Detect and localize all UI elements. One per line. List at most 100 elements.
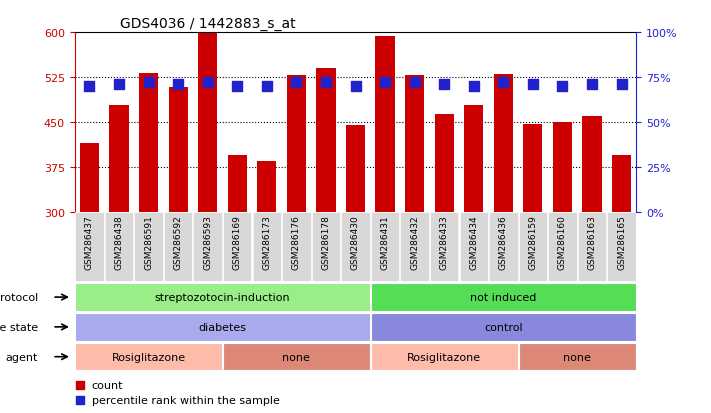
FancyBboxPatch shape xyxy=(282,213,311,282)
Point xyxy=(498,80,509,87)
Point xyxy=(401,302,412,309)
Bar xyxy=(257,161,277,212)
Text: GSM286169: GSM286169 xyxy=(232,215,242,270)
FancyBboxPatch shape xyxy=(193,213,222,282)
FancyBboxPatch shape xyxy=(164,213,192,282)
Text: GSM286163: GSM286163 xyxy=(587,215,597,270)
Text: GSM286593: GSM286593 xyxy=(203,215,212,270)
Text: GSM286436: GSM286436 xyxy=(499,215,508,270)
Text: GSM286434: GSM286434 xyxy=(469,215,479,270)
Bar xyxy=(434,115,454,212)
Text: GSM286430: GSM286430 xyxy=(351,215,360,270)
Text: streptozotocin-induction: streptozotocin-induction xyxy=(155,292,290,302)
Text: GDS4036 / 1442883_s_at: GDS4036 / 1442883_s_at xyxy=(119,17,295,31)
FancyBboxPatch shape xyxy=(607,213,636,282)
FancyBboxPatch shape xyxy=(223,213,252,282)
Text: none: none xyxy=(563,352,591,362)
FancyBboxPatch shape xyxy=(371,284,636,311)
Point xyxy=(616,82,627,88)
Text: GSM286591: GSM286591 xyxy=(144,215,153,270)
FancyBboxPatch shape xyxy=(341,213,370,282)
Text: count: count xyxy=(92,380,123,390)
Text: GSM286432: GSM286432 xyxy=(410,215,419,270)
FancyBboxPatch shape xyxy=(223,343,370,370)
Bar xyxy=(405,76,424,212)
FancyBboxPatch shape xyxy=(311,213,340,282)
FancyBboxPatch shape xyxy=(75,313,370,341)
FancyBboxPatch shape xyxy=(105,213,133,282)
FancyBboxPatch shape xyxy=(489,213,518,282)
Text: GSM286165: GSM286165 xyxy=(617,215,626,270)
FancyBboxPatch shape xyxy=(400,213,429,282)
Point xyxy=(350,83,361,90)
Text: GSM286592: GSM286592 xyxy=(173,215,183,270)
Text: disease state: disease state xyxy=(0,322,38,332)
Point xyxy=(468,83,479,90)
Text: Rosiglitazone: Rosiglitazone xyxy=(407,352,481,362)
Point xyxy=(291,80,302,87)
Point xyxy=(527,82,538,88)
FancyBboxPatch shape xyxy=(371,213,400,282)
Bar xyxy=(375,37,395,212)
Text: GSM286431: GSM286431 xyxy=(380,215,390,270)
FancyBboxPatch shape xyxy=(75,284,370,311)
Text: GSM286159: GSM286159 xyxy=(528,215,538,270)
Text: Rosiglitazone: Rosiglitazone xyxy=(112,352,186,362)
FancyBboxPatch shape xyxy=(519,213,547,282)
Bar xyxy=(228,156,247,212)
Text: GSM286178: GSM286178 xyxy=(321,215,331,270)
Bar xyxy=(582,117,602,212)
Bar xyxy=(346,126,365,212)
Bar xyxy=(287,76,306,212)
Point xyxy=(202,80,213,87)
Text: percentile rank within the sample: percentile rank within the sample xyxy=(92,394,279,405)
FancyBboxPatch shape xyxy=(75,343,223,370)
Text: not induced: not induced xyxy=(470,292,537,302)
Text: GSM286433: GSM286433 xyxy=(439,215,449,270)
FancyBboxPatch shape xyxy=(519,343,636,370)
FancyBboxPatch shape xyxy=(134,213,163,282)
Point xyxy=(401,167,412,174)
Point xyxy=(320,80,331,87)
FancyBboxPatch shape xyxy=(578,213,606,282)
Point xyxy=(557,83,568,90)
FancyBboxPatch shape xyxy=(548,213,577,282)
Point xyxy=(380,80,391,87)
Bar xyxy=(80,144,99,212)
Text: agent: agent xyxy=(6,352,38,362)
FancyBboxPatch shape xyxy=(252,213,281,282)
Point xyxy=(232,83,243,90)
Bar xyxy=(316,69,336,212)
Point xyxy=(84,83,95,90)
Bar xyxy=(139,74,158,212)
Bar xyxy=(169,88,188,212)
Text: GSM286173: GSM286173 xyxy=(262,215,272,270)
Text: diabetes: diabetes xyxy=(198,322,247,332)
Point xyxy=(261,83,272,90)
Text: protocol: protocol xyxy=(0,292,38,302)
Bar xyxy=(198,34,218,212)
Bar xyxy=(109,106,129,212)
Text: GSM286438: GSM286438 xyxy=(114,215,124,270)
Point xyxy=(113,82,124,88)
Bar xyxy=(493,75,513,212)
Point xyxy=(439,82,450,88)
FancyBboxPatch shape xyxy=(371,343,518,370)
Text: GSM286176: GSM286176 xyxy=(292,215,301,270)
Point xyxy=(409,80,420,87)
Text: none: none xyxy=(282,352,310,362)
Text: control: control xyxy=(484,322,523,332)
FancyBboxPatch shape xyxy=(459,213,488,282)
Bar xyxy=(464,106,483,212)
Bar xyxy=(523,124,542,212)
Bar xyxy=(612,156,631,212)
Text: GSM286437: GSM286437 xyxy=(85,215,94,270)
Point xyxy=(143,80,154,87)
Point xyxy=(587,82,598,88)
Point xyxy=(173,82,184,88)
FancyBboxPatch shape xyxy=(75,213,104,282)
Text: GSM286160: GSM286160 xyxy=(558,215,567,270)
Bar xyxy=(553,123,572,212)
FancyBboxPatch shape xyxy=(430,213,459,282)
FancyBboxPatch shape xyxy=(371,313,636,341)
